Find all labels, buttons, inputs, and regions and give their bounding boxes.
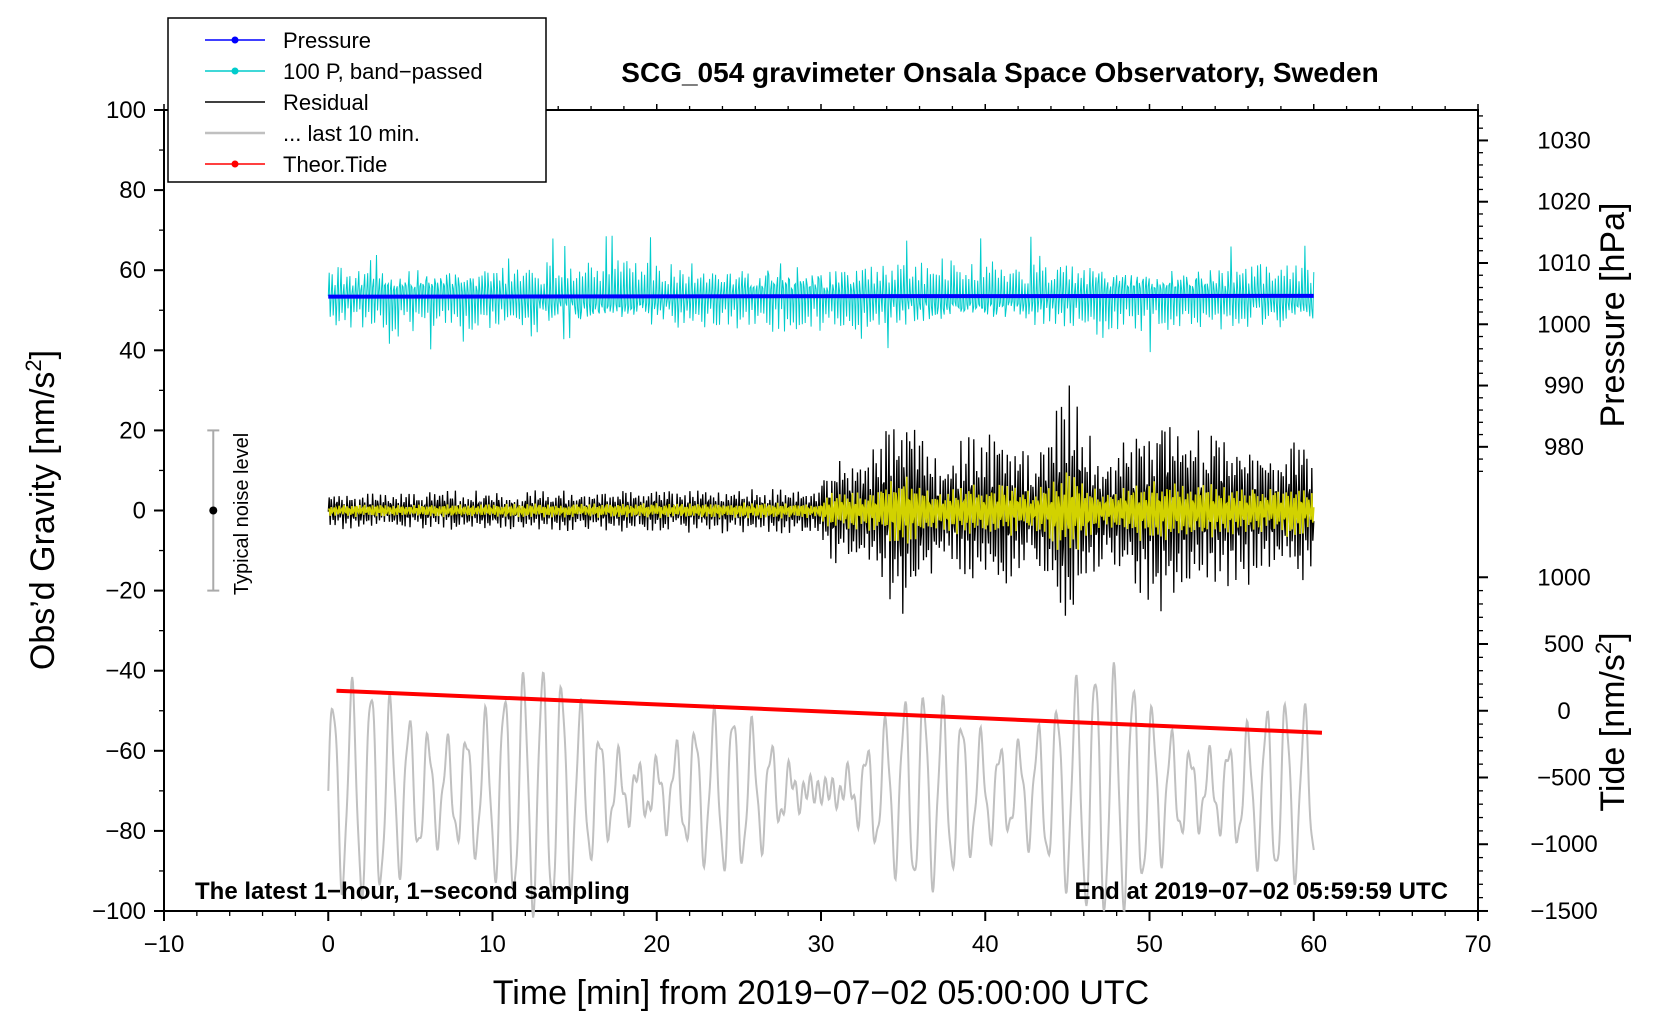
tide-tick-label: 1000 bbox=[1537, 564, 1590, 591]
legend: Pressure 100 P, band−passed Residual ... la… bbox=[167, 17, 547, 183]
y-tick-label: −40 bbox=[105, 658, 146, 685]
y-axis-tide: −1500 −1000 −500 0 500 1000 bbox=[1478, 564, 1598, 925]
pressure-tick-label: 1000 bbox=[1537, 311, 1590, 338]
tide-tick-label: −1000 bbox=[1530, 831, 1597, 858]
y-axis-left: −100 −80 −60 −40 −20 0 20 40 60 80 100 bbox=[92, 97, 164, 925]
legend-marker bbox=[231, 67, 239, 75]
legend-label: ... last 10 min. bbox=[283, 121, 420, 146]
x-tick-label: 40 bbox=[972, 931, 999, 958]
band-passed-pressure-series bbox=[327, 235, 1315, 353]
legend-box bbox=[167, 17, 547, 183]
y-tick-label: 0 bbox=[133, 498, 146, 525]
tide-tick-label: 0 bbox=[1557, 698, 1570, 725]
tide-axis-title-end: ] bbox=[1594, 632, 1632, 641]
pressure-line bbox=[328, 293, 1314, 299]
pressure-tick-label: 980 bbox=[1544, 434, 1584, 461]
pressure-tick-label: 1030 bbox=[1537, 127, 1590, 154]
pressure-tick-label: 1010 bbox=[1537, 250, 1590, 277]
band-passed-pressure-line bbox=[327, 235, 1315, 353]
y-tick-label: −100 bbox=[92, 898, 146, 925]
residual-filtered-series bbox=[327, 472, 1315, 550]
x-tick-label: 50 bbox=[1136, 931, 1163, 958]
noise-level-marker bbox=[207, 429, 220, 592]
y-tick-label: −20 bbox=[105, 578, 146, 605]
y-tick-label: 20 bbox=[119, 417, 146, 444]
y-axis-pressure: 980 990 1000 1010 1020 1030 bbox=[1478, 115, 1591, 472]
residual-filtered-line bbox=[327, 472, 1315, 550]
y-tick-label: 100 bbox=[106, 97, 146, 124]
noise-center-dot bbox=[209, 506, 218, 515]
last-10-min-series bbox=[327, 662, 1315, 918]
y-axis-title-end: ] bbox=[24, 350, 62, 359]
x-axis: −10 0 10 20 30 40 50 60 70 bbox=[144, 104, 1492, 958]
pressure-axis-title: Pressure [hPa] bbox=[1594, 203, 1632, 428]
tide-tick-label: −1500 bbox=[1530, 898, 1597, 925]
theoretical-tide-series bbox=[336, 688, 1323, 735]
tide-axis-title-main: Tide [nm/s bbox=[1594, 654, 1632, 811]
x-tick-label: 20 bbox=[643, 931, 670, 958]
last-10-min-line bbox=[327, 662, 1315, 918]
pressure-tick-label: 1020 bbox=[1537, 189, 1590, 216]
theoretical-tide-line bbox=[336, 688, 1323, 735]
legend-marker bbox=[231, 36, 239, 44]
legend-marker bbox=[231, 160, 239, 168]
y-tick-label: 80 bbox=[119, 177, 146, 204]
annotation-right: End at 2019−07−02 05:59:59 UTC bbox=[1074, 878, 1448, 905]
y-axis-title: Obs’d Gravity [nm/s2] bbox=[21, 350, 62, 670]
tide-axis-title: Tide [nm/s2] bbox=[1591, 632, 1632, 811]
legend-label: Pressure bbox=[283, 28, 371, 53]
y-tick-label: 40 bbox=[119, 337, 146, 364]
x-tick-label: 10 bbox=[479, 931, 506, 958]
legend-label: Residual bbox=[283, 90, 369, 115]
x-axis-title: Time [min] from 2019−07−02 05:00:00 UTC bbox=[493, 974, 1149, 1012]
pressure-tick-label: 990 bbox=[1544, 373, 1584, 400]
x-tick-label: 60 bbox=[1300, 931, 1327, 958]
y-tick-label: −80 bbox=[105, 818, 146, 845]
y-tick-label: −60 bbox=[105, 738, 146, 765]
x-tick-label: 0 bbox=[322, 931, 335, 958]
pressure-series bbox=[328, 293, 1314, 299]
y-axis-title-main: Obs’d Gravity [nm/s bbox=[24, 372, 62, 671]
tide-tick-label: 500 bbox=[1544, 631, 1584, 658]
y-tick-label: 60 bbox=[119, 257, 146, 284]
legend-label: 100 P, band−passed bbox=[283, 59, 483, 84]
x-tick-label: 70 bbox=[1465, 931, 1492, 958]
noise-level-label: Typical noise level bbox=[231, 433, 253, 595]
y-axis-title-sup: 2 bbox=[21, 359, 46, 371]
x-tick-label: −10 bbox=[144, 931, 185, 958]
annotation-left: The latest 1−hour, 1−second sampling bbox=[195, 878, 630, 905]
chart-title: SCG_054 gravimeter Onsala Space Observat… bbox=[621, 57, 1378, 88]
x-tick-label: 30 bbox=[808, 931, 835, 958]
legend-label: Theor.Tide bbox=[283, 152, 387, 177]
tide-axis-title-sup: 2 bbox=[1591, 642, 1616, 654]
tide-tick-label: −500 bbox=[1537, 764, 1591, 791]
